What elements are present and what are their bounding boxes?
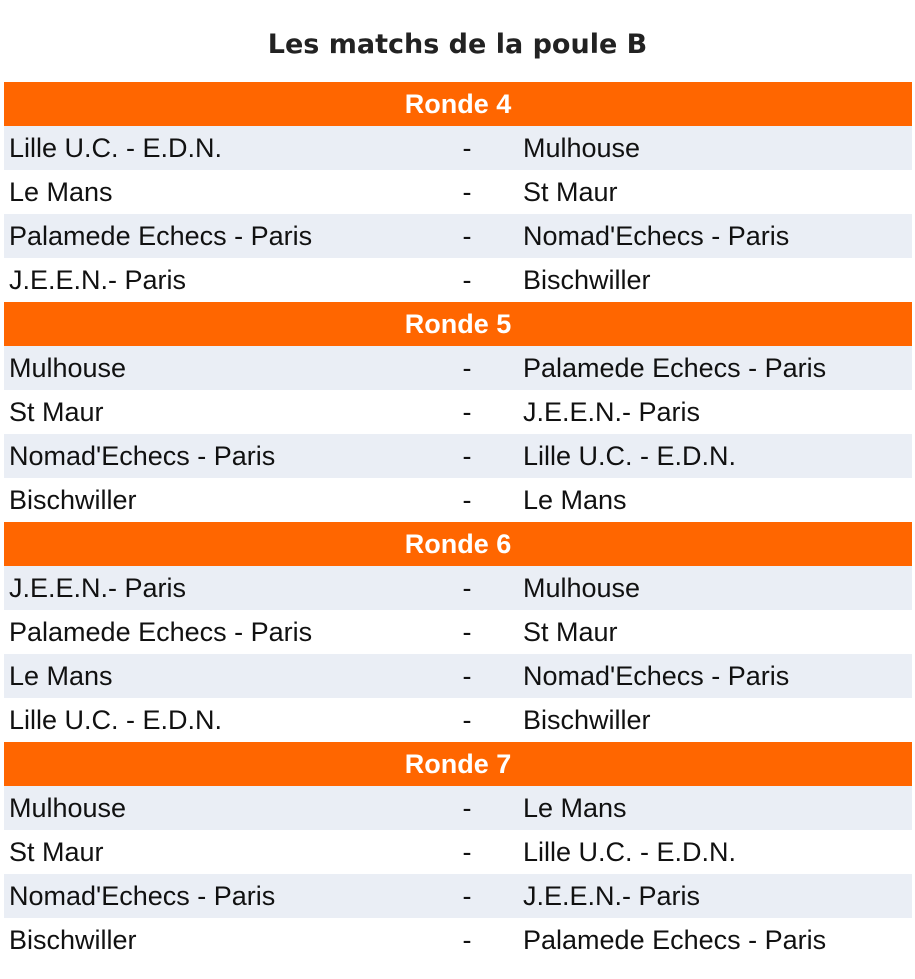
home-team: J.E.E.N.- Paris (4, 566, 457, 610)
match-separator: - (457, 346, 477, 390)
match-separator: - (462, 396, 472, 427)
match-separator: - (462, 616, 472, 647)
round-group: Ronde 5 Mulhouse - Palamede Echecs - Par… (4, 302, 912, 522)
home-team: Mulhouse (4, 786, 457, 830)
home-team: Le Mans (9, 176, 113, 207)
match-separator: - (457, 434, 477, 478)
away-team: Bischwiller (523, 704, 651, 735)
match-row: St Maur - Lille U.C. - E.D.N. (4, 830, 912, 874)
match-row: Bischwiller - Palamede Echecs - Paris (4, 918, 912, 962)
match-separator: - (457, 566, 477, 610)
match-row: Mulhouse - Palamede Echecs - Paris (4, 346, 912, 390)
home-team: Palamede Echecs - Paris (4, 214, 457, 258)
match-separator: - (457, 214, 477, 258)
home-team: St Maur (9, 836, 104, 867)
away-team: St Maur (523, 616, 618, 647)
home-team: St Maur (9, 396, 104, 427)
match-row: Palamede Echecs - Paris - Nomad'Echecs -… (4, 214, 912, 258)
match-row: Bischwiller - Le Mans (4, 478, 912, 522)
home-team: Le Mans (4, 654, 457, 698)
match-separator: - (457, 654, 477, 698)
round-group: Ronde 7 Mulhouse - Le Mans St Maur - Lil… (4, 742, 912, 962)
home-team: Palamede Echecs - Paris (9, 616, 313, 647)
away-team: Nomad'Echecs - Paris (477, 214, 912, 258)
away-team: Bischwiller (523, 264, 651, 295)
away-team: Mulhouse (477, 126, 912, 170)
match-row: Lille U.C. - E.D.N. - Bischwiller (4, 698, 912, 742)
match-row: Lille U.C. - E.D.N. - Mulhouse (4, 126, 912, 170)
away-team: Le Mans (523, 484, 627, 515)
away-team: St Maur (523, 176, 618, 207)
match-row: Palamede Echecs - Paris - St Maur (4, 610, 912, 654)
round-label: Ronde 6 (4, 522, 912, 566)
away-team: J.E.E.N.- Paris (523, 396, 701, 427)
away-team: J.E.E.N.- Paris (477, 874, 912, 918)
away-team: Mulhouse (477, 566, 912, 610)
match-separator: - (462, 484, 472, 515)
home-team: Bischwiller (9, 484, 137, 515)
home-team: Nomad'Echecs - Paris (4, 874, 457, 918)
match-row: Mulhouse - Le Mans (4, 786, 912, 830)
round-label: Ronde 7 (4, 742, 912, 786)
away-team: Lille U.C. - E.D.N. (477, 434, 912, 478)
round-group: Ronde 6 J.E.E.N.- Paris - Mulhouse Palam… (4, 522, 912, 742)
away-team: Lille U.C. - E.D.N. (523, 836, 737, 867)
match-row: J.E.E.N.- Paris - Bischwiller (4, 258, 912, 302)
match-separator: - (462, 176, 472, 207)
match-row: Le Mans - St Maur (4, 170, 912, 214)
match-row: Nomad'Echecs - Paris - Lille U.C. - E.D.… (4, 434, 912, 478)
round-header: Ronde 7 (4, 742, 912, 786)
match-row: Le Mans - Nomad'Echecs - Paris (4, 654, 912, 698)
home-team: Lille U.C. - E.D.N. (4, 126, 457, 170)
away-team: Nomad'Echecs - Paris (477, 654, 912, 698)
page-title: Les matchs de la poule B (267, 29, 648, 60)
home-team: J.E.E.N.- Paris (9, 264, 187, 295)
match-separator: - (457, 126, 477, 170)
match-row: Nomad'Echecs - Paris - J.E.E.N.- Paris (4, 874, 912, 918)
matches-table: Ronde 4 Lille U.C. - E.D.N. - Mulhouse L… (4, 82, 912, 962)
round-label: Ronde 5 (4, 302, 912, 346)
match-separator: - (462, 704, 472, 735)
away-team: Palamede Echecs - Paris (523, 924, 827, 955)
match-separator: - (462, 924, 472, 955)
match-separator: - (457, 874, 477, 918)
home-team: Bischwiller (9, 924, 137, 955)
round-group: Ronde 4 Lille U.C. - E.D.N. - Mulhouse L… (4, 82, 912, 302)
home-team: Mulhouse (4, 346, 457, 390)
home-team: Lille U.C. - E.D.N. (9, 704, 223, 735)
match-row: St Maur - J.E.E.N.- Paris (4, 390, 912, 434)
home-team: Nomad'Echecs - Paris (4, 434, 457, 478)
round-label: Ronde 4 (4, 82, 912, 126)
match-separator: - (462, 264, 472, 295)
match-row: J.E.E.N.- Paris - Mulhouse (4, 566, 912, 610)
match-separator: - (462, 836, 472, 867)
round-header: Ronde 4 (4, 82, 912, 126)
round-header: Ronde 5 (4, 302, 912, 346)
away-team: Le Mans (477, 786, 912, 830)
match-separator: - (457, 786, 477, 830)
away-team: Palamede Echecs - Paris (477, 346, 912, 390)
round-header: Ronde 6 (4, 522, 912, 566)
